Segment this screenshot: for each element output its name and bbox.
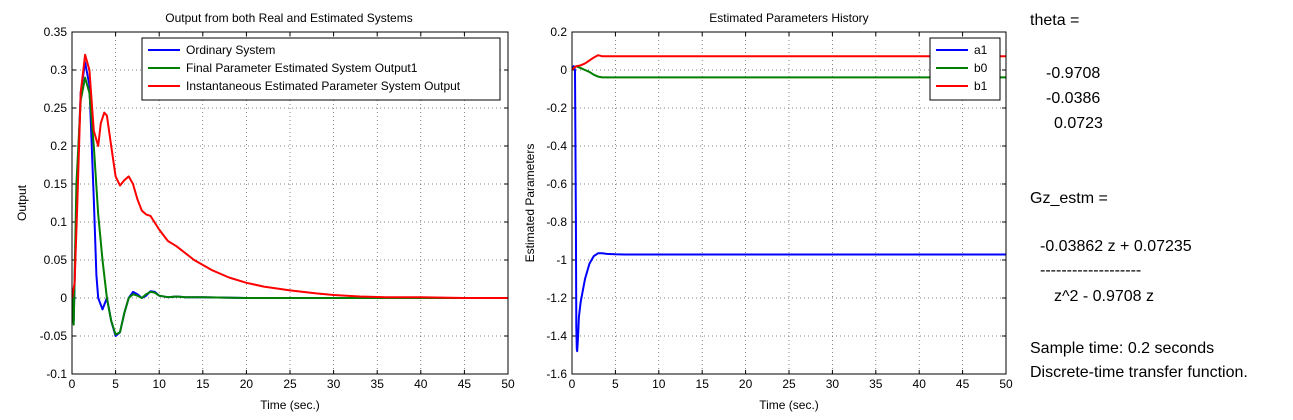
legend-label-2: b1 (974, 79, 988, 93)
x-tick-label: 10 (652, 377, 666, 391)
legend-label-0: Ordinary System (186, 43, 275, 57)
y-tick-label: 0.2 (50, 139, 67, 153)
y-tick-label: -1.2 (546, 291, 567, 305)
chart-title: Estimated Parameters History (709, 11, 868, 25)
y-tick-label: -0.05 (40, 329, 68, 343)
chart-right: 0 5 10 15 20 25 30 35 40 45 50 -1.6 -1.4 -1.2 -1 -0.8 -0… (523, 11, 1013, 412)
tf-fraction-bar: ------------------- (1040, 262, 1142, 279)
x-tick-label: 40 (414, 377, 428, 391)
x-tick-label: 40 (913, 377, 927, 391)
x-tick-label: 35 (371, 377, 385, 391)
y-tick-label: -0.6 (546, 177, 567, 191)
x-tick-label: 25 (782, 377, 796, 391)
legend: a1 b0 b1 (929, 37, 1001, 101)
tf-numerator: -0.03862 z + 0.07235 (1040, 238, 1192, 255)
grid (572, 32, 1006, 374)
y-tick-label: 0.35 (44, 25, 68, 39)
chart-left: 0 5 10 15 20 25 30 35 40 45 50 -0.1 -0.05 0 0.05 0.1 0.1… (15, 11, 515, 412)
theta-value-2: -0.0386 (1046, 90, 1101, 107)
tf-description: Discrete-time transfer function. (1030, 364, 1248, 381)
x-tick-label: 50 (999, 377, 1013, 391)
y-tick-label: 0.05 (44, 253, 68, 267)
x-tick-label: 25 (283, 377, 297, 391)
x-axis-label: Time (sec.) (260, 398, 320, 412)
series-line-2 (572, 54, 1006, 71)
x-tick-label: 5 (112, 377, 119, 391)
sample-time: Sample time: 0.2 seconds (1030, 340, 1215, 357)
y-tick-label: 0.3 (50, 63, 67, 77)
legend-label-2: Instantaneous Estimated Parameter System… (186, 79, 461, 93)
theta-value-1: -0.9708 (1046, 65, 1101, 82)
x-tick-label: 45 (458, 377, 472, 391)
y-tick-label: -0.1 (46, 367, 67, 381)
y-axis-label: Output (15, 184, 29, 221)
y-tick-label: -0.4 (546, 139, 567, 153)
x-axis-label: Time (sec.) (759, 398, 819, 412)
x-tick-label: 50 (501, 377, 515, 391)
y-tick-label: -0.2 (546, 101, 567, 115)
axes-box (71, 31, 509, 375)
series-line-0 (572, 65, 1006, 353)
x-tick-label: 30 (826, 377, 840, 391)
x-tick-label: 45 (956, 377, 970, 391)
x-tick-label: 5 (612, 377, 619, 391)
x-tick-label: 0 (69, 377, 76, 391)
y-tick-label: 0.2 (550, 25, 567, 39)
y-tick-label: 0.15 (44, 177, 68, 191)
x-tick-label: 30 (327, 377, 341, 391)
y-axis-label: Estimated Parameters (523, 144, 537, 263)
y-tick-label: 0 (560, 63, 567, 77)
theta-label: theta = (1030, 12, 1080, 29)
gz-label: Gz_estm = (1030, 190, 1108, 207)
series-line-2 (72, 53, 508, 299)
x-tick-label: 15 (196, 377, 210, 391)
legend-label-0: a1 (974, 43, 988, 57)
x-tick-label: 35 (869, 377, 883, 391)
x-tick-label: 20 (739, 377, 753, 391)
y-tick-label: -1.6 (546, 367, 567, 381)
y-tick-label: -1.4 (546, 329, 567, 343)
y-tick-label: 0.1 (50, 215, 67, 229)
console-output: theta = -0.9708 -0.0386 0.0723 Gz_estm =… (1030, 0, 1293, 420)
legend-label-1: b0 (974, 61, 988, 75)
x-tick-label: 10 (153, 377, 167, 391)
x-tick-label: 15 (696, 377, 710, 391)
x-tick-label: 0 (569, 377, 576, 391)
axes-box (571, 31, 1007, 375)
figure-plots: 0 5 10 15 20 25 30 35 40 45 50-0.1-0.0500.050.10.1… (15, 11, 1013, 412)
legend-label-1: Final Parameter Estimated System Output1 (186, 61, 418, 75)
tf-denominator: z^2 - 0.9708 z (1054, 288, 1155, 305)
y-tick-label: 0 (60, 291, 67, 305)
x-tick-label: 20 (240, 377, 254, 391)
y-tick-label: -1 (556, 253, 567, 267)
legend-box (141, 37, 501, 101)
y-tick-label: 0.25 (44, 101, 68, 115)
legend: Ordinary System Final Parameter Estimated… (141, 37, 501, 101)
y-tick-label: -0.8 (546, 215, 567, 229)
chart-title: Output from both Real and Estimated Syst… (165, 11, 412, 25)
theta-value-3: 0.0723 (1054, 115, 1103, 132)
series-line-1 (72, 76, 508, 336)
